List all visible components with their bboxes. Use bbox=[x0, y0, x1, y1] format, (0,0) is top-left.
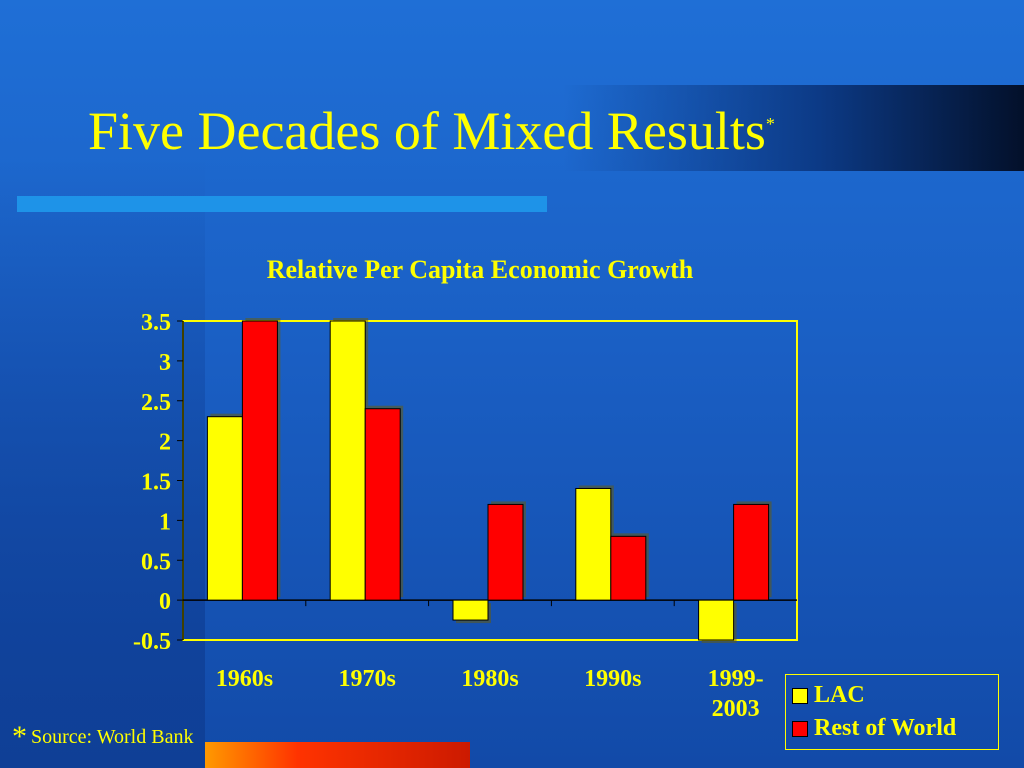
x-tick-label-line: 1960s bbox=[216, 666, 273, 692]
y-tick-label: 2.5 bbox=[141, 390, 171, 416]
x-tick-label: 1990s bbox=[584, 666, 641, 692]
y-tick-label: -0.5 bbox=[133, 629, 171, 655]
legend-item-rest-of-world: Rest of World bbox=[792, 712, 992, 745]
y-tick-label: 3.5 bbox=[141, 310, 171, 336]
legend-label-rest-of-world: Rest of World bbox=[814, 715, 957, 741]
x-tick-label: 1980s bbox=[461, 666, 518, 692]
slide-title: Five Decades of Mixed Results* bbox=[88, 100, 775, 162]
bar-rest-of-world bbox=[487, 503, 524, 601]
title-band bbox=[0, 85, 1024, 171]
bar-rest-of-world bbox=[733, 503, 770, 601]
y-tick-label: 3 bbox=[159, 350, 171, 376]
bar-lac bbox=[452, 599, 489, 621]
bottom-accent-bar bbox=[205, 742, 470, 768]
source-text: Source: World Bank bbox=[31, 725, 194, 748]
x-tick-label: 1999- 2003 bbox=[708, 666, 764, 722]
x-tick-label: 1960s bbox=[216, 666, 273, 692]
bar-lac bbox=[206, 416, 243, 601]
legend-item-lac: LAC bbox=[792, 679, 992, 712]
y-tick-label: 2 bbox=[159, 430, 171, 456]
x-tick-label-line: 1980s bbox=[461, 666, 518, 692]
bar-rest-of-world bbox=[610, 535, 647, 601]
y-tick-label: 1 bbox=[159, 509, 171, 535]
legend-swatch-lac bbox=[792, 687, 808, 704]
x-tick-label-line: 1999- bbox=[708, 666, 764, 692]
bar-rest-of-world bbox=[241, 320, 278, 601]
footnote-marker: * bbox=[12, 720, 27, 753]
y-tick-label: 1.5 bbox=[141, 470, 171, 496]
legend-swatch-rest-of-world bbox=[792, 720, 808, 737]
left-gradient-panel bbox=[0, 160, 205, 768]
y-tick-label: 0.5 bbox=[141, 549, 171, 575]
accent-bar bbox=[17, 196, 547, 212]
slide-title-text: Five Decades of Mixed Results bbox=[88, 101, 766, 161]
x-tick-label-line: 1970s bbox=[339, 666, 396, 692]
title-footnote-marker: * bbox=[765, 114, 775, 134]
x-tick-label-line: 2003 bbox=[712, 696, 760, 722]
legend-label-lac: LAC bbox=[814, 682, 865, 708]
x-tick-label-line: 1990s bbox=[584, 666, 641, 692]
bar-lac bbox=[575, 487, 612, 601]
x-tick-label: 1970s bbox=[339, 666, 396, 692]
bar-lac bbox=[698, 599, 735, 641]
y-tick-label: 0 bbox=[159, 589, 171, 615]
chart-title: Relative Per Capita Economic Growth bbox=[266, 255, 694, 284]
chart-legend: LAC Rest of World bbox=[785, 674, 999, 750]
bar-lac bbox=[329, 320, 366, 601]
source-note: * Source: World Bank bbox=[12, 720, 193, 754]
bar-rest-of-world bbox=[364, 408, 401, 601]
